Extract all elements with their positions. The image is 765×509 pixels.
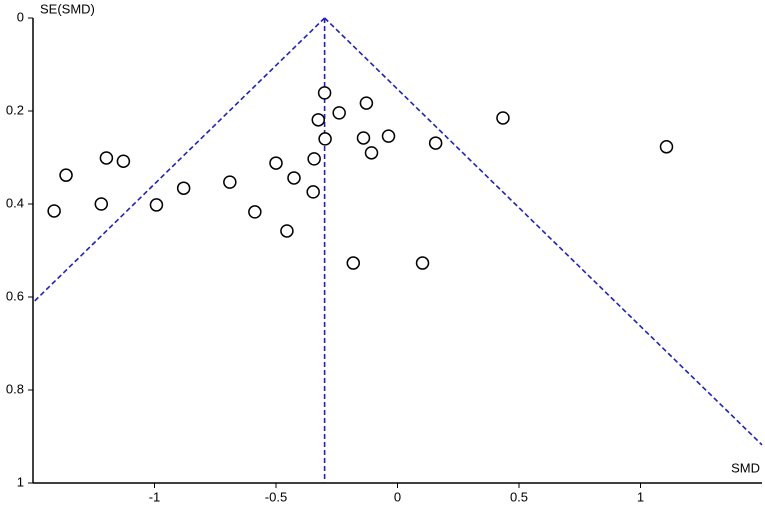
study-point	[99, 151, 114, 165]
study-point	[269, 156, 283, 170]
funnel-line	[32, 17, 326, 304]
study-point	[149, 198, 164, 212]
x-tick-label: 1	[637, 489, 644, 504]
study-point	[381, 129, 396, 143]
y-tick-label: 1	[17, 474, 24, 489]
study-point	[94, 197, 109, 211]
x-tick-label: -1	[149, 489, 161, 504]
study-point	[346, 256, 361, 270]
study-point	[306, 185, 320, 199]
study-point	[428, 136, 443, 150]
y-tick-label: 0.4	[6, 195, 24, 210]
study-point	[116, 154, 131, 168]
study-point	[311, 113, 326, 127]
study-point	[415, 256, 430, 270]
study-point	[364, 146, 379, 160]
study-point	[287, 171, 301, 185]
study-point	[59, 168, 73, 182]
x-tick-label: 0	[394, 489, 401, 504]
study-point	[317, 86, 332, 100]
study-point	[332, 106, 346, 120]
study-point	[47, 204, 61, 218]
study-point	[223, 175, 237, 189]
x-tick-label: -0.5	[265, 489, 287, 504]
x-tick-label: 0.5	[510, 489, 528, 504]
y-tick-label: 0.8	[6, 381, 24, 396]
x-axis-label: SMD	[731, 460, 760, 475]
study-point	[659, 140, 674, 154]
study-point	[280, 224, 294, 238]
y-tick-label: 0.2	[6, 102, 24, 117]
funnel-line	[324, 17, 763, 446]
study-point	[318, 132, 332, 146]
study-point	[248, 205, 262, 219]
study-point	[356, 131, 371, 145]
y-axis-label: SE(SMD)	[40, 1, 95, 16]
study-point	[307, 152, 321, 166]
study-point	[496, 111, 510, 125]
study-point	[176, 181, 191, 195]
y-tick-label: 0.6	[6, 288, 24, 303]
study-point	[359, 96, 374, 110]
y-tick-label: 0	[17, 9, 24, 24]
